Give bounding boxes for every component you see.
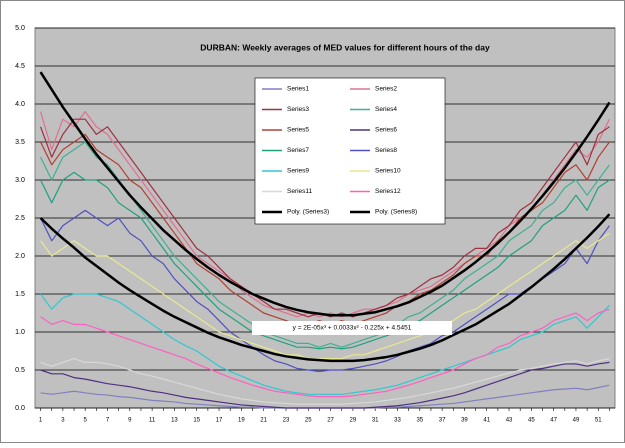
legend-label: Series8 xyxy=(375,147,397,154)
y-tick-label: 4.0 xyxy=(15,101,25,108)
x-tick-label: 17 xyxy=(216,418,223,424)
y-tick-label: 1.5 xyxy=(15,291,25,298)
legend-label: Series1 xyxy=(287,86,309,93)
legend-label: Series6 xyxy=(375,127,397,134)
x-tick-label: 49 xyxy=(573,418,580,424)
y-tick-label: 1.0 xyxy=(15,329,25,336)
x-tick-label: 7 xyxy=(106,418,110,424)
legend-label: Poly. (Series3) xyxy=(287,209,329,216)
x-tick-label: 21 xyxy=(260,418,267,424)
y-tick-label: 2.5 xyxy=(15,215,25,222)
series-lines xyxy=(39,71,611,409)
series-line xyxy=(40,293,610,395)
legend-label: Series7 xyxy=(287,147,309,154)
chart-title: DURBAN: Weekly averages of MED values fo… xyxy=(200,42,490,52)
x-tick-label: 15 xyxy=(193,418,200,424)
x-tick-label: 39 xyxy=(461,418,468,424)
y-tick-label: 5.0 xyxy=(15,25,25,32)
y-tick-label: 0.5 xyxy=(15,367,25,374)
x-tick-label: 13 xyxy=(171,418,178,424)
x-tick-label: 1 xyxy=(39,418,43,424)
x-tick-label: 19 xyxy=(238,418,245,424)
x-tick-label: 51 xyxy=(595,418,602,424)
x-tick-label: 31 xyxy=(372,418,379,424)
trendline-equation: y = 2E-05x³ + 0.0033x² - 0.225x + 4.5451 xyxy=(293,325,412,332)
y-tick-label: 2.0 xyxy=(15,253,25,260)
y-tick-label: 3.5 xyxy=(15,139,25,146)
x-tick-label: 29 xyxy=(350,418,357,424)
series-line xyxy=(39,71,611,317)
x-tick-label: 3 xyxy=(61,418,65,424)
x-tick-label: 25 xyxy=(305,418,312,424)
x-tick-label: 9 xyxy=(128,418,132,424)
x-tick-label: 43 xyxy=(506,418,513,424)
x-tick-label: 41 xyxy=(483,418,490,424)
x-tick-label: 45 xyxy=(528,418,535,424)
legend-label: Series3 xyxy=(287,106,309,113)
series-line xyxy=(40,232,610,360)
y-tick-label: 0.0 xyxy=(15,405,25,412)
legend-label: Series5 xyxy=(287,127,309,134)
legend: Series1 Series2 Series3 Series4 Series5 Serie… xyxy=(254,77,446,225)
x-tick-label: 11 xyxy=(149,418,156,424)
legend-label: Poly. (Series8) xyxy=(375,209,417,216)
legend-label: Series9 xyxy=(287,168,309,175)
series-line xyxy=(40,171,610,350)
x-tick-label: 5 xyxy=(84,418,88,424)
x-tick-label: 27 xyxy=(327,418,334,424)
y-tick-label: 3.0 xyxy=(15,177,25,184)
series-line xyxy=(40,308,610,398)
series-line xyxy=(40,358,610,405)
series-line xyxy=(40,361,610,409)
legend-label: Series4 xyxy=(375,106,397,113)
legend-label: Series10 xyxy=(375,168,401,175)
legend-label: Series12 xyxy=(375,188,401,195)
legend-label: Series11 xyxy=(287,188,313,195)
series-line xyxy=(39,213,611,363)
legend-label: Series2 xyxy=(375,86,397,93)
series-line xyxy=(40,209,610,373)
x-tick-label: 33 xyxy=(394,418,401,424)
x-tick-label: 37 xyxy=(439,418,446,424)
x-tick-label: 47 xyxy=(550,418,557,424)
x-tick-label: 35 xyxy=(416,418,423,424)
x-tick-label: 23 xyxy=(283,418,290,424)
annotation-box xyxy=(252,321,452,335)
y-tick-label: 4.5 xyxy=(15,63,25,70)
